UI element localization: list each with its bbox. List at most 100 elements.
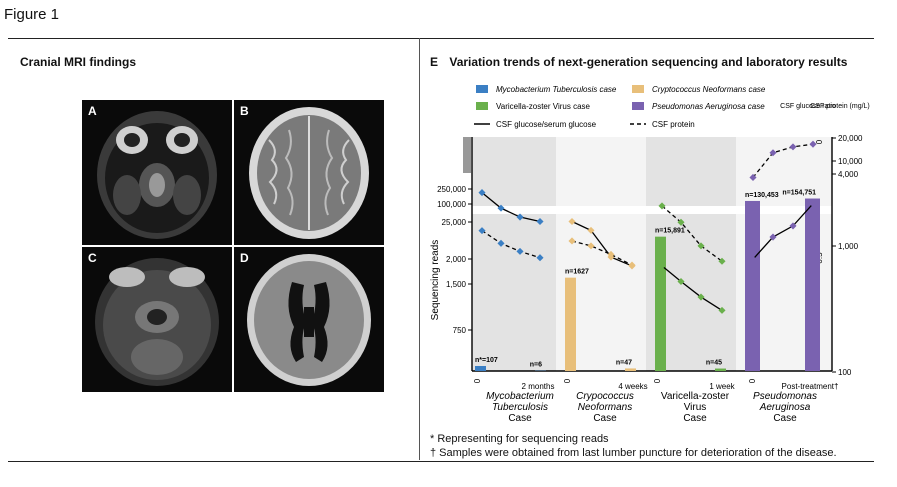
glucose-point-case2-1 <box>677 277 685 286</box>
bar-case2-0 <box>655 236 666 371</box>
left-tick-label-5: 750 <box>453 326 467 335</box>
protein-point-case2-1 <box>677 218 685 226</box>
mri-letter-d: D <box>240 251 249 265</box>
case-name-3-0: Pseudomonas <box>753 391 817 402</box>
x-end-label-case0: 2 months <box>522 382 555 391</box>
panel-bg-0 <box>472 137 556 371</box>
protein-tick-label-3: 1,000 <box>838 242 859 251</box>
case-name-3-2: Case <box>773 413 797 424</box>
mri-image-grid: A B C D <box>82 100 384 392</box>
legend-label-5: CSF protein <box>652 120 695 129</box>
bar-case2-1 <box>715 368 726 371</box>
x-start-label-case1: 0 <box>563 378 572 383</box>
protein-point-case1-3 <box>628 261 636 269</box>
glucose-point-case3-1 <box>769 233 777 241</box>
bar-case3-1 <box>805 198 820 371</box>
protein-tick-label-2: 4,000 <box>838 170 859 179</box>
case-name-0-1: Tuberculosis <box>492 402 548 413</box>
glucose-point-case3-3 <box>809 200 817 208</box>
mri-axial-vertex-graphic <box>249 107 369 239</box>
mri-image-a: A <box>82 100 232 245</box>
legend-label-1: Cryptococcus Neoformans case <box>652 85 766 94</box>
bar-label-case0-1: n=6 <box>530 362 542 369</box>
case-name-0-2: Case <box>508 413 532 424</box>
bar-case1-1 <box>625 368 636 371</box>
case-name-1-1: Neoformans <box>578 402 632 413</box>
left-tick-label-0: 250,000 <box>437 185 466 194</box>
case-name-2-2: Case <box>683 413 707 424</box>
bar-label-case3-1: n=154,751 <box>782 190 816 197</box>
x-end-label-case1: 4 weeks <box>618 382 647 391</box>
glucose-point-case2-3 <box>718 306 726 314</box>
figure-label: Figure 1 <box>4 6 60 23</box>
glucose-point-case1-1 <box>587 226 595 234</box>
bar-label-case3-0: n=130,453 <box>745 192 779 199</box>
glucose-point-case2-0 <box>658 262 666 270</box>
left-tick-label-3: 2,000 <box>446 255 467 264</box>
mri-letter-a: A <box>88 104 97 118</box>
right-axis-protein-title: CSF protein (mg/L) <box>810 103 870 110</box>
protein-point-case0-0 <box>478 227 486 235</box>
legend-label-3: Pseudomonas Aeruginosa case <box>652 102 765 111</box>
protein-point-case0-1 <box>497 239 505 247</box>
protein-line-case1 <box>571 240 633 266</box>
footnote-asterisk: * Representing for sequencing reads <box>430 433 609 445</box>
protein-point-case3-2 <box>789 143 797 151</box>
legend-label-0: Mycobacterium Tuberculosis case <box>496 85 617 94</box>
footnote-dagger: † Samples were obtained from last lumber… <box>430 447 837 459</box>
glucose-point-case0-2 <box>516 213 524 221</box>
glucose-line-case1 <box>571 220 633 267</box>
glucose-point-case2-2 <box>697 293 705 301</box>
case-name-2-1: Virus <box>684 402 707 413</box>
x-start-label-case3: 0 <box>748 378 757 383</box>
protein-point-case2-2 <box>697 242 705 250</box>
protein-point-case0-2 <box>516 247 524 255</box>
bar-case0-0 <box>475 366 486 371</box>
figure-frame <box>8 38 874 462</box>
mri-axial-ventricles-graphic <box>247 254 371 386</box>
protein-tick-label-4: 100 <box>838 368 852 377</box>
protein-point-case3-0 <box>749 173 757 182</box>
mri-letter-b: B <box>240 104 249 118</box>
axis-break-gap <box>470 206 834 214</box>
bar-label-case1-0: n=1627 <box>565 269 589 276</box>
case-name-3-1: Aeruginosa <box>759 402 811 413</box>
axis-break-hatch <box>463 137 471 173</box>
protein-tick-label-1: 10,000 <box>838 157 863 166</box>
glucose-point-case3-0 <box>749 255 757 263</box>
protein-tick-label-0: 20,000 <box>838 134 863 143</box>
glucose-tick-0: 0 <box>815 139 824 144</box>
legend-swatch-1 <box>632 85 644 93</box>
chart-title-text: Variation trends of next-generation sequ… <box>449 55 848 69</box>
chart-panel-title: E Variation trends of next-generation se… <box>430 55 847 69</box>
glucose-point-case3-2 <box>789 222 797 230</box>
mri-letter-c: C <box>88 251 97 265</box>
mri-image-c: C <box>82 247 232 392</box>
x-end-label-case3: Post-treatment† <box>782 382 839 391</box>
protein-point-case2-0 <box>658 202 666 210</box>
legend-swatch-0 <box>476 85 488 93</box>
legend-label-2: Varicella-zoster Virus case <box>496 102 591 111</box>
case-name-1-0: Crypococcus <box>576 391 634 402</box>
case-name-2-0: Varicella-zoster <box>661 391 730 402</box>
legend-swatch-3 <box>632 102 644 110</box>
glucose-point-case1-0 <box>568 217 576 226</box>
y-axis-title: Sequencing reads <box>430 240 441 321</box>
mri-panel-title: Cranial MRI findings <box>20 55 137 69</box>
right-axis-glucose-title: CSF glucose ratio <box>780 103 836 110</box>
protein-point-case2-3 <box>718 257 726 265</box>
glucose-point-case0-0 <box>478 189 486 197</box>
left-tick-label-4: 1,500 <box>446 280 467 289</box>
mri-axial-midbrain-graphic <box>95 258 219 386</box>
protein-point-case1-1 <box>587 242 595 250</box>
glucose-point-case0-3 <box>536 217 544 226</box>
bar-label-case1-1: n=47 <box>616 359 632 366</box>
mri-image-b: B <box>234 100 384 245</box>
panel-divider <box>419 38 420 460</box>
glucose-point-case0-1 <box>497 204 505 212</box>
case-name-0-0: Mycobacterium <box>486 391 554 402</box>
glucose-line-case2 <box>661 265 723 311</box>
protein-point-case1-0 <box>568 237 576 245</box>
mri-axial-orbit-graphic <box>97 111 217 239</box>
